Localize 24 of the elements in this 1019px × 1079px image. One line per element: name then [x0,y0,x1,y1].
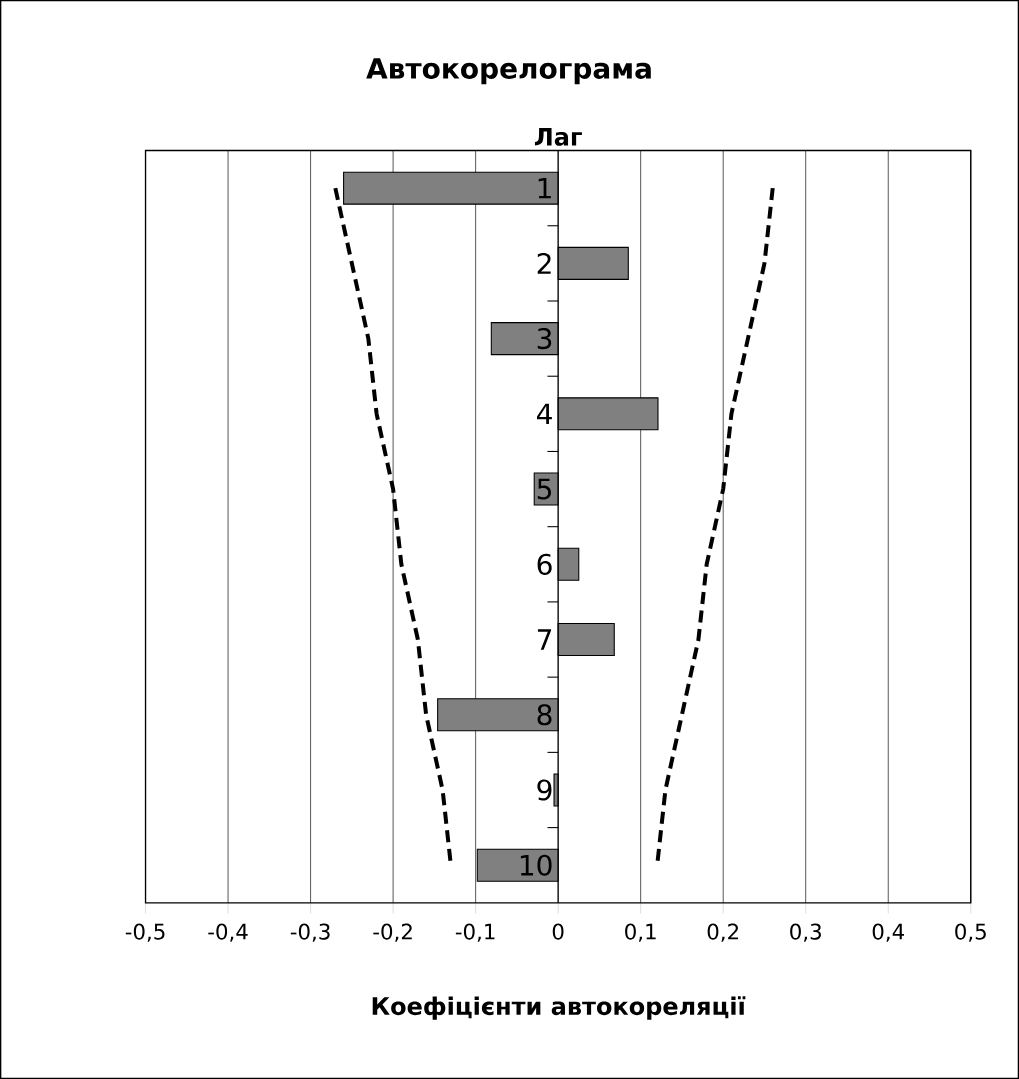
x-tick-label: -0,4 [208,923,248,942]
y-tick-label: 9 [537,779,552,801]
x-tick-label: 0,2 [707,923,738,942]
y-tick-label: 4 [536,403,552,425]
x-tick-label: 0 [552,923,564,940]
y-tick-label: 8 [537,704,552,726]
x-axis-title: Коефіцієнти автокореляції [372,996,746,1020]
y-tick-label: 1 [538,177,551,199]
x-tick-label: 0,5 [955,923,986,942]
x-tick-label: -0,1 [455,923,495,942]
x-tick-label: -0,3 [290,923,330,942]
x-tick-label: 0,1 [625,923,656,942]
x-tick-label: -0,2 [373,923,412,942]
y-tick-label: 3 [537,328,552,350]
chart-title: Автокорелограма [366,58,651,85]
x-tick-label: 0,3 [790,923,821,942]
y-tick-label: 10 [520,854,552,876]
y-tick-label: 7 [537,629,552,650]
x-tick-label: -0,5 [125,923,165,942]
y-tick-label: 2 [537,252,551,274]
y-tick-label: 6 [537,553,552,575]
x-tick-label: 0,4 [872,923,904,942]
y-axis-title: Лаг [534,128,582,146]
y-tick-label: 5 [537,478,551,500]
